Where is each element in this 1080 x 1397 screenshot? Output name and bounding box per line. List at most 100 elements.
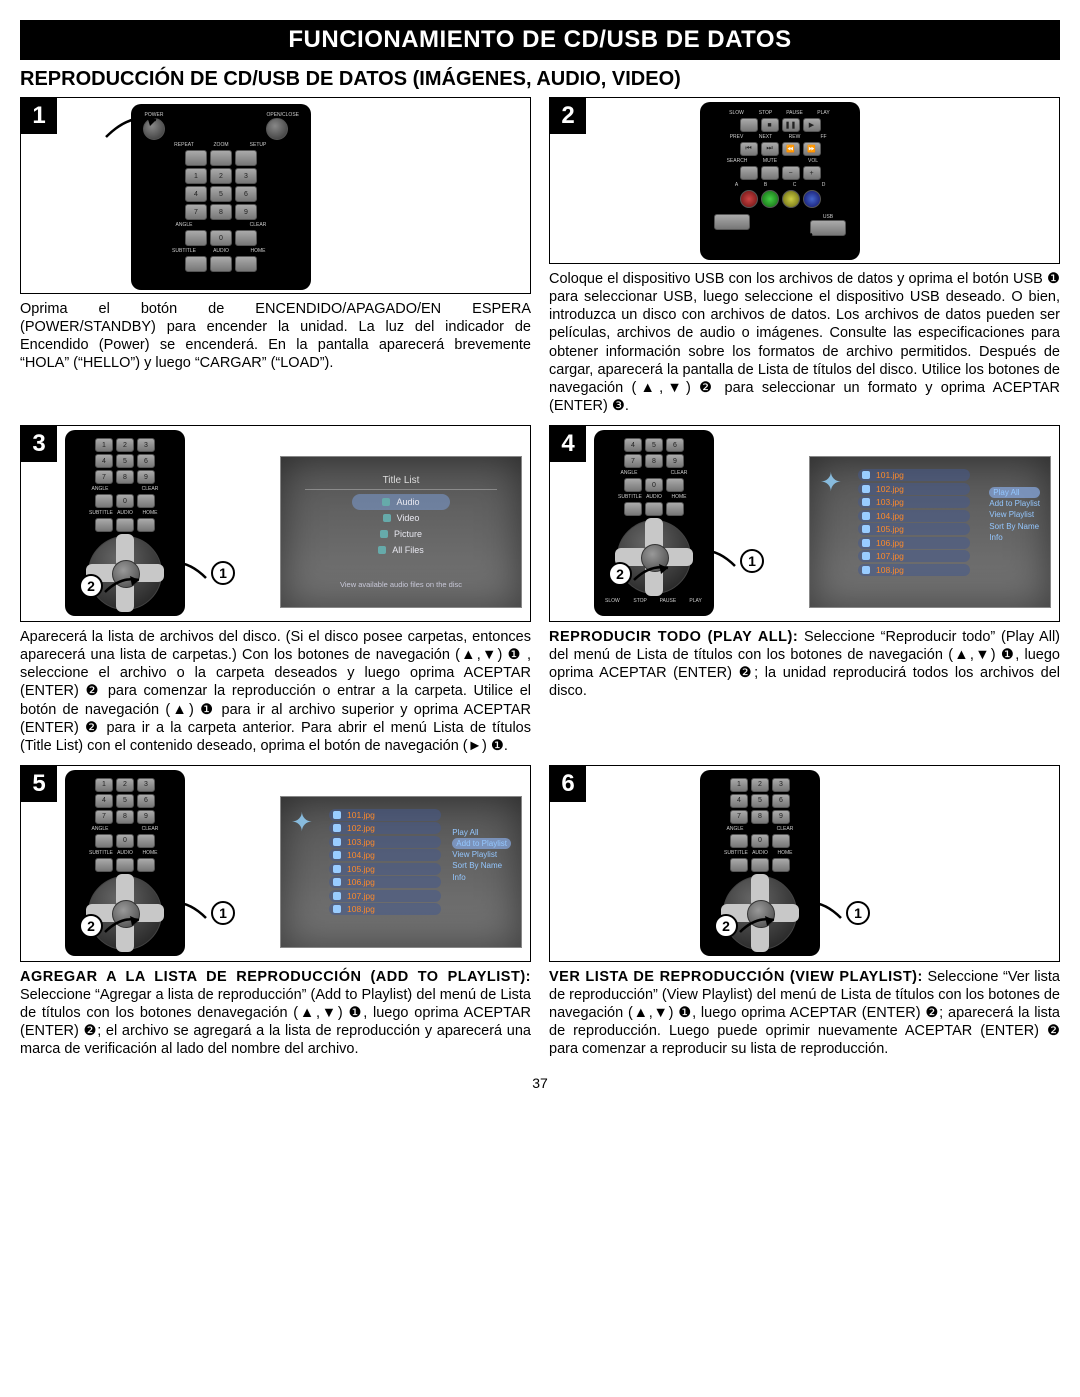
step-number: 3 xyxy=(21,426,57,462)
step-number: 4 xyxy=(550,426,586,462)
page-title-bar: FUNCIONAMIENTO DE CD/USB DE DATOS xyxy=(20,20,1060,60)
file-item: 103.jpg xyxy=(329,836,441,848)
btn-color-c xyxy=(782,190,800,208)
side-menu-item: View Playlist xyxy=(452,849,511,860)
step-5-caption: AGREGAR A LA LISTA DE REPRODUCCIÓN (ADD … xyxy=(20,968,531,1059)
label-search: SEARCH xyxy=(722,158,752,164)
step-6-caption: VER LISTA DE REPRODUCCIÓN (VIEW PLAYLIST… xyxy=(549,968,1060,1059)
keypad-0: 0 xyxy=(210,230,232,246)
callout-2: 2 xyxy=(608,562,672,586)
screen-title-list: Title List AudioVideoPictureAll Files Vi… xyxy=(280,456,522,608)
btn-ff: ⏩ xyxy=(803,142,821,156)
label-c: C xyxy=(782,182,808,188)
btn-rew: ⏪ xyxy=(782,142,800,156)
step-2-figure: 2 SLOW STOP PAUSE PLAY ■ ❚❚ ▶ PREV NEXT xyxy=(549,97,1060,264)
screen-file-list: ✦ 101.jpg102.jpg103.jpg104.jpg105.jpg106… xyxy=(809,456,1051,608)
step-4: 4 456 789 ANGLECLEAR 0 SUBTITLEAUDIOHOME… xyxy=(549,425,1060,755)
callout-1: 1 xyxy=(690,546,764,576)
file-item: 106.jpg xyxy=(329,876,441,888)
btn-search xyxy=(740,166,758,180)
callout-1: 1 xyxy=(161,898,235,928)
file-item: 107.jpg xyxy=(329,890,441,902)
keypad-7: 7 xyxy=(185,204,207,220)
step-6: 6 123 456 789 ANGLECLEAR 0 SUBTITLEAUDIO… xyxy=(549,765,1060,1059)
btn-next: ⏭ xyxy=(761,142,779,156)
keypad-3: 3 xyxy=(235,168,257,184)
screen-header: Title List xyxy=(305,457,497,490)
step-5: 5 123 456 789 ANGLECLEAR 0 SUBTITLEAUDIO… xyxy=(20,765,531,1059)
label-a: A xyxy=(724,182,750,188)
person-icon: ✦ xyxy=(820,467,842,498)
side-menu-item: Sort By Name xyxy=(452,860,511,871)
step-2: 2 SLOW STOP PAUSE PLAY ■ ❚❚ ▶ PREV NEXT xyxy=(549,97,1060,415)
keypad-8: 8 xyxy=(210,204,232,220)
step-2-caption: Coloque el dispositivo USB con los archi… xyxy=(549,270,1060,415)
btn-clear xyxy=(235,230,257,246)
remote-dpad: 456 789 ANGLECLEAR 0 SUBTITLEAUDIOHOME S… xyxy=(594,430,714,616)
label-pause: PAUSE xyxy=(782,110,808,116)
keypad-1: 1 xyxy=(185,168,207,184)
btn-pause: ❚❚ xyxy=(782,118,800,132)
file-list: 101.jpg102.jpg103.jpg104.jpg105.jpg106.j… xyxy=(329,809,441,917)
label-open-close: OPEN/CLOSE xyxy=(266,112,299,118)
step-1: 1 POWER OPEN/CLOSE REPEAT ZOOM SETU xyxy=(20,97,531,415)
label-repeat: REPEAT xyxy=(167,142,201,148)
btn-setup xyxy=(235,150,257,166)
file-item: 108.jpg xyxy=(329,903,441,915)
step-5-figure: 5 123 456 789 ANGLECLEAR 0 SUBTITLEAUDIO… xyxy=(20,765,531,962)
page-number: 37 xyxy=(20,1075,1060,1091)
label-b: B xyxy=(753,182,779,188)
btn-repeat xyxy=(185,150,207,166)
step-3-caption: Aparecerá la lista de archivos del disco… xyxy=(20,628,531,755)
side-menu-item: Play All xyxy=(452,827,511,838)
step-4-figure: 4 456 789 ANGLECLEAR 0 SUBTITLEAUDIOHOME… xyxy=(549,425,1060,622)
file-item: 108.jpg xyxy=(858,564,970,576)
btn-angle xyxy=(185,230,207,246)
screen-file-list: ✦ 101.jpg102.jpg103.jpg104.jpg105.jpg106… xyxy=(280,796,522,948)
file-list: 101.jpg102.jpg103.jpg104.jpg105.jpg106.j… xyxy=(858,469,970,577)
label-slow: SLOW xyxy=(724,110,750,116)
menu-item: Picture xyxy=(380,526,422,542)
step-1-caption: Oprima el botón de ENCENDIDO/APAGADO/EN … xyxy=(20,300,531,373)
person-icon: ✦ xyxy=(291,807,313,838)
step-number: 1 xyxy=(21,98,57,134)
btn-home xyxy=(235,256,257,272)
label-prev: PREV xyxy=(724,134,750,140)
callout-arrow-usb xyxy=(740,224,820,254)
step-1-figure: 1 POWER OPEN/CLOSE REPEAT ZOOM SETU xyxy=(20,97,531,294)
menu-item: Audio xyxy=(352,494,449,510)
callout-1: 1 xyxy=(796,898,870,928)
title-list-menu: AudioVideoPictureAll Files xyxy=(281,490,521,558)
label-mute: MUTE xyxy=(755,158,785,164)
label-play: PLAY xyxy=(811,110,837,116)
callout-2: 2 xyxy=(79,914,143,938)
btn-color-d xyxy=(803,190,821,208)
step-number: 2 xyxy=(550,98,586,134)
btn-audio xyxy=(210,256,232,272)
label-ff: FF xyxy=(811,134,837,140)
dpad xyxy=(88,536,162,610)
btn-subtitle xyxy=(185,256,207,272)
label-next: NEXT xyxy=(753,134,779,140)
file-item: 103.jpg xyxy=(858,496,970,508)
label-d: D xyxy=(811,182,837,188)
eject-button-icon xyxy=(266,118,288,140)
step-number: 5 xyxy=(21,766,57,802)
menu-item: Video xyxy=(383,510,420,526)
side-menu-item: Play All xyxy=(989,487,1040,498)
step-3: 3 123 456 789 ANGLECLEAR 0 SUBTITLEAUDIO… xyxy=(20,425,531,755)
label-home: HOME xyxy=(241,248,275,254)
file-item: 105.jpg xyxy=(329,863,441,875)
btn-prev: ⏮ xyxy=(740,142,758,156)
page-subtitle: REPRODUCCIÓN DE CD/USB DE DATOS (IMÁGENE… xyxy=(20,68,1060,91)
callout-1: 1 xyxy=(161,558,235,588)
label-audio: AUDIO xyxy=(204,248,238,254)
step-4-caption: REPRODUCIR TODO (PLAY ALL): Seleccione “… xyxy=(549,628,1060,701)
file-item: 104.jpg xyxy=(858,510,970,522)
btn-play: ▶ xyxy=(803,118,821,132)
side-menu-item: Info xyxy=(452,872,511,883)
label-rew: REW xyxy=(782,134,808,140)
keypad-6: 6 xyxy=(235,186,257,202)
dpad xyxy=(88,876,162,950)
step-3-figure: 3 123 456 789 ANGLECLEAR 0 SUBTITLEAUDIO… xyxy=(20,425,531,622)
